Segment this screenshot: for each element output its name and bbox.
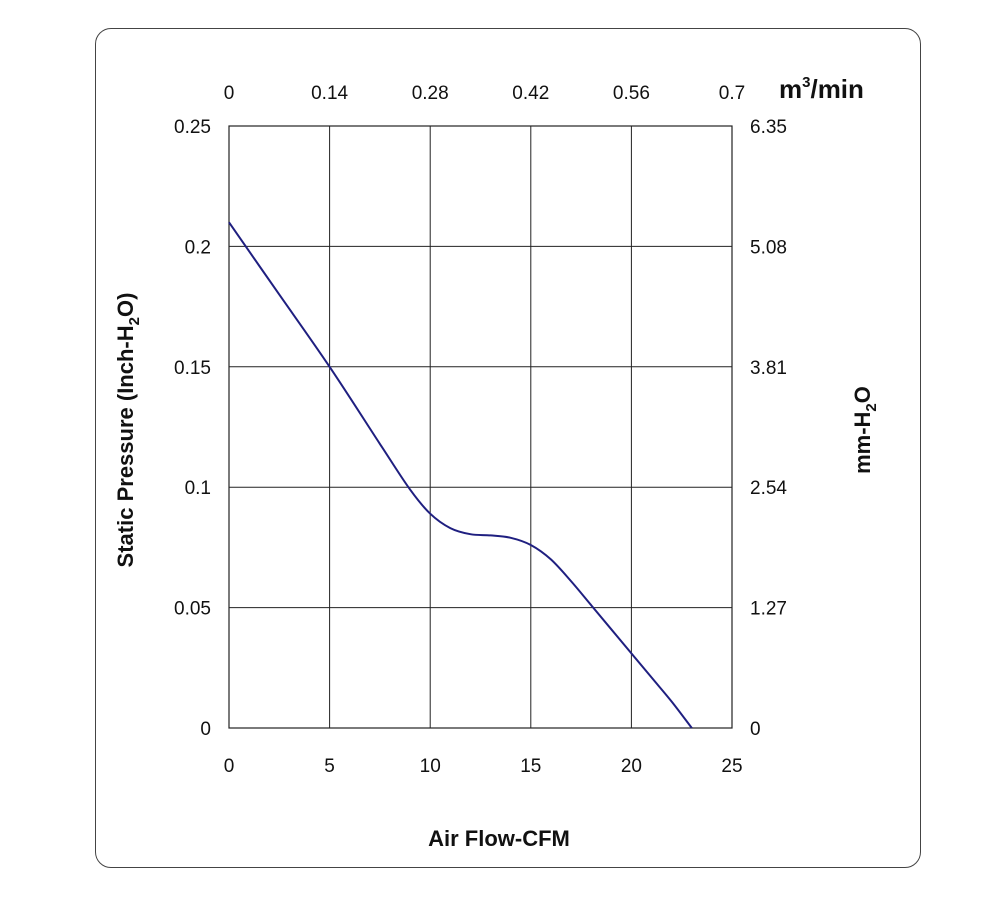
- y-tick-label: 0.25: [174, 117, 211, 138]
- top-tick-label: 0: [224, 83, 235, 104]
- ticks: 0 5 10 15 20 25 0 0.14 0.28 0.42 0.56 0.7 0 0.05 0.1 0.…: [174, 83, 787, 777]
- top-tick-label: 0.42: [512, 83, 549, 104]
- x-tick-label: 20: [621, 756, 642, 777]
- right-axis-title: mm-H2O: [850, 386, 880, 474]
- right-tick-label: 6.35: [750, 117, 787, 138]
- y-tick-label: 0.2: [185, 237, 211, 258]
- top-axis-title: m3/min: [779, 74, 864, 104]
- plot-border: [228, 125, 733, 729]
- right-tick-label: 3.81: [750, 358, 787, 379]
- top-tick-label: 0.28: [412, 83, 449, 104]
- right-tick-label: 2.54: [750, 478, 787, 499]
- top-tick-label: 0.7: [719, 83, 745, 104]
- y-tick-label: 0.05: [174, 599, 211, 620]
- top-tick-label: 0.14: [311, 83, 348, 104]
- x-tick-label: 5: [324, 756, 335, 777]
- series-line: [228, 221, 693, 729]
- right-tick-label: 0: [750, 719, 761, 740]
- y-tick-label: 0.15: [174, 358, 211, 379]
- right-tick-label: 5.08: [750, 237, 787, 258]
- x-tick-label: 25: [721, 756, 742, 777]
- y-axis-title: Static Pressure (Inch-H2O): [113, 293, 143, 568]
- y-tick-label: 0: [200, 719, 211, 740]
- x-tick-label: 10: [420, 756, 441, 777]
- right-tick-label: 1.27: [750, 599, 787, 620]
- x-axis-title: Air Flow-CFM: [428, 826, 570, 851]
- x-tick-label: 0: [224, 756, 235, 777]
- x-tick-label: 15: [520, 756, 541, 777]
- top-tick-label: 0.56: [613, 83, 650, 104]
- y-tick-label: 0.1: [185, 478, 211, 499]
- grid: [229, 126, 732, 728]
